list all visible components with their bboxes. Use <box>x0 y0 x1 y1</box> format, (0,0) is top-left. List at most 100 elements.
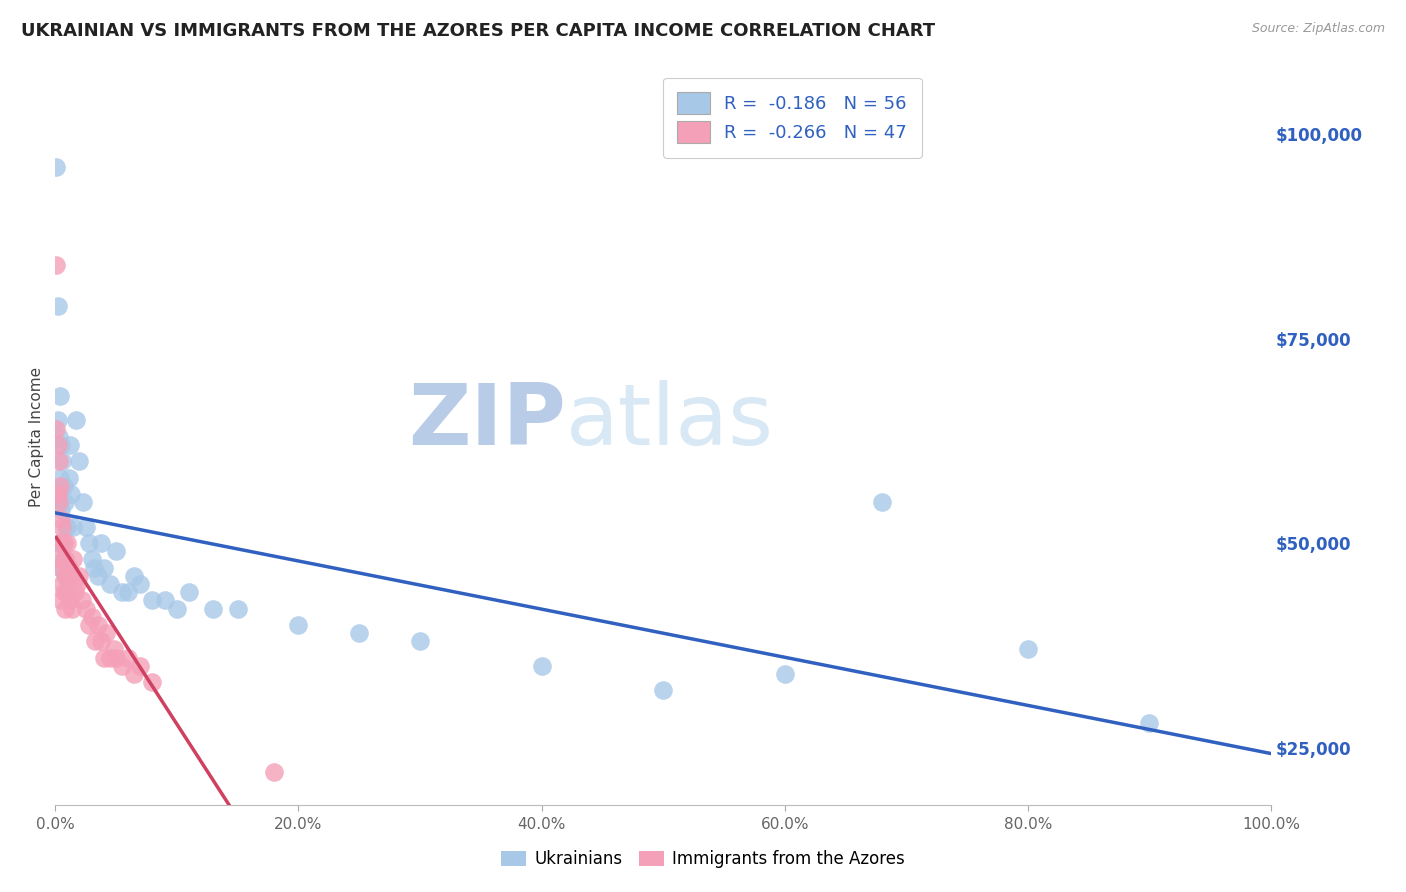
Point <box>84 634 107 648</box>
Point <box>52 479 75 493</box>
Point <box>49 479 72 493</box>
Point <box>62 552 84 566</box>
Point <box>51 536 73 550</box>
Point <box>409 634 432 648</box>
Point <box>93 650 115 665</box>
Point <box>111 585 134 599</box>
Point <box>46 438 69 452</box>
Point <box>75 519 97 533</box>
Point <box>59 593 82 607</box>
Point <box>53 495 76 509</box>
Point <box>45 258 67 272</box>
Point <box>141 675 163 690</box>
Point <box>72 495 94 509</box>
Legend: R =  -0.186   N = 56, R =  -0.266   N = 47: R = -0.186 N = 56, R = -0.266 N = 47 <box>664 78 921 158</box>
Point <box>48 495 70 509</box>
Point <box>93 560 115 574</box>
Point <box>59 487 82 501</box>
Point <box>70 593 93 607</box>
Point <box>65 413 87 427</box>
Point <box>48 495 70 509</box>
Point <box>58 560 80 574</box>
Point <box>51 438 73 452</box>
Point <box>69 454 91 468</box>
Text: UKRAINIAN VS IMMIGRANTS FROM THE AZORES PER CAPITA INCOME CORRELATION CHART: UKRAINIAN VS IMMIGRANTS FROM THE AZORES … <box>21 22 935 40</box>
Point <box>141 593 163 607</box>
Point <box>153 593 176 607</box>
Point <box>177 585 200 599</box>
Point <box>56 585 79 599</box>
Point <box>45 160 67 174</box>
Point <box>98 650 121 665</box>
Point <box>56 569 79 583</box>
Point <box>49 552 72 566</box>
Point <box>56 536 79 550</box>
Point <box>129 658 152 673</box>
Point <box>60 601 83 615</box>
Point <box>58 470 80 484</box>
Point <box>51 560 73 574</box>
Point <box>53 552 76 566</box>
Point <box>46 299 69 313</box>
Point <box>48 536 70 550</box>
Point <box>59 438 82 452</box>
Point <box>122 667 145 681</box>
Point <box>1017 642 1039 657</box>
Point <box>104 650 127 665</box>
Point <box>80 609 103 624</box>
Point <box>226 601 249 615</box>
Point <box>90 536 112 550</box>
Point <box>87 569 110 583</box>
Point <box>49 536 72 550</box>
Point <box>96 626 118 640</box>
Point <box>55 569 77 583</box>
Point <box>98 577 121 591</box>
Legend: Ukrainians, Immigrants from the Azores: Ukrainians, Immigrants from the Azores <box>495 844 911 875</box>
Point <box>45 421 67 435</box>
Point <box>652 683 675 698</box>
Point <box>870 495 893 509</box>
Point <box>49 470 72 484</box>
Point <box>51 503 73 517</box>
Point <box>55 519 77 533</box>
Point <box>69 569 91 583</box>
Point <box>122 569 145 583</box>
Text: ZIP: ZIP <box>408 381 565 464</box>
Point <box>263 765 285 780</box>
Point <box>77 618 100 632</box>
Point <box>1139 716 1161 731</box>
Point <box>75 601 97 615</box>
Point <box>104 544 127 558</box>
Point <box>90 634 112 648</box>
Point <box>773 667 796 681</box>
Text: atlas: atlas <box>565 381 773 464</box>
Point <box>103 642 125 657</box>
Point <box>287 618 309 632</box>
Point <box>52 536 75 550</box>
Point <box>48 430 70 444</box>
Point <box>51 560 73 574</box>
Point <box>53 601 76 615</box>
Point <box>129 577 152 591</box>
Point <box>117 650 139 665</box>
Y-axis label: Per Capita Income: Per Capita Income <box>30 367 44 507</box>
Point <box>80 552 103 566</box>
Point <box>51 511 73 525</box>
Point <box>59 569 82 583</box>
Point <box>52 552 75 566</box>
Point <box>66 577 89 591</box>
Point <box>51 593 73 607</box>
Point <box>46 487 69 501</box>
Point <box>77 536 100 550</box>
Point <box>53 569 76 583</box>
Point <box>56 519 79 533</box>
Point <box>83 560 105 574</box>
Point <box>51 454 73 468</box>
Point <box>51 519 73 533</box>
Point <box>62 519 84 533</box>
Point <box>46 413 69 427</box>
Text: Source: ZipAtlas.com: Source: ZipAtlas.com <box>1251 22 1385 36</box>
Point <box>202 601 225 615</box>
Point <box>166 601 188 615</box>
Point <box>347 626 370 640</box>
